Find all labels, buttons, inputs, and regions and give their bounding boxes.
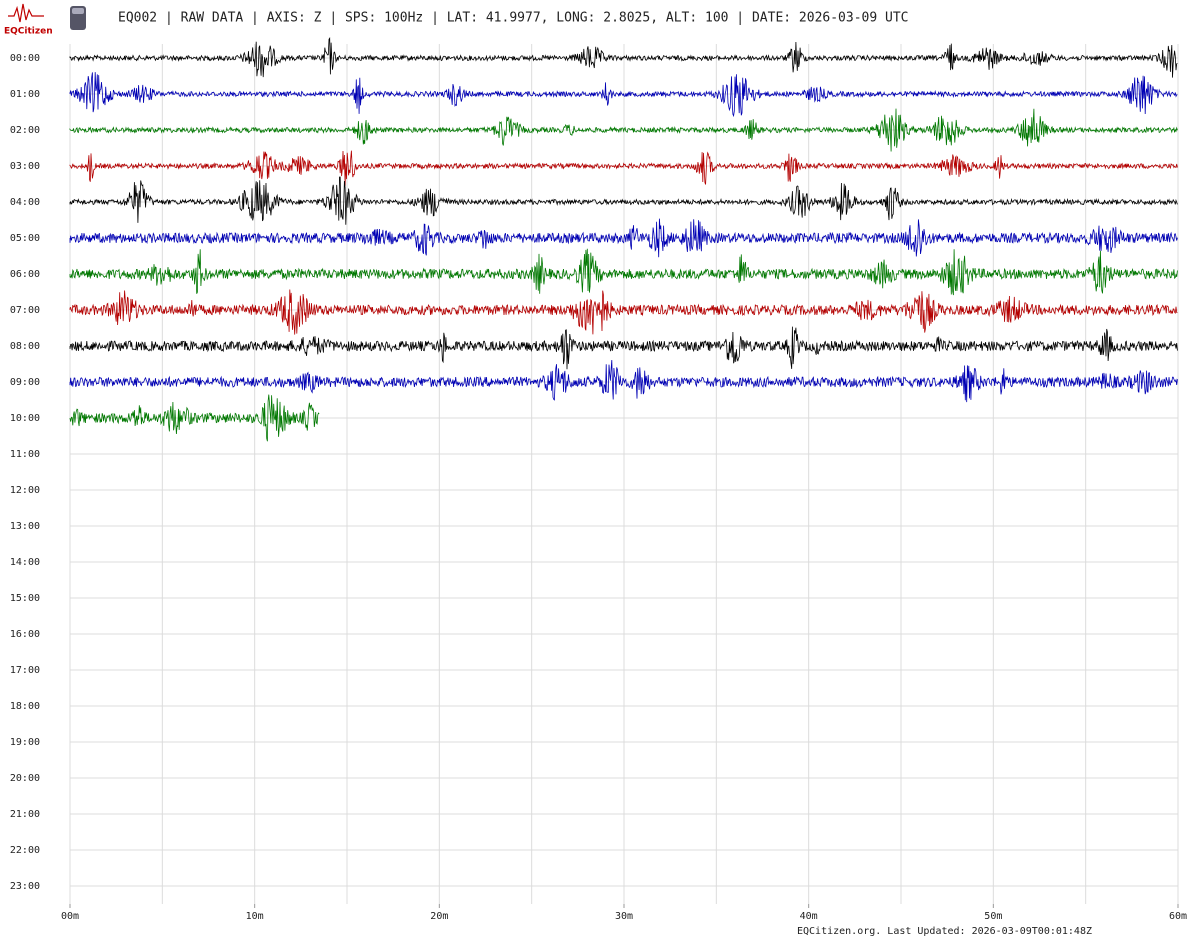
logo: EQCitizen	[4, 3, 86, 37]
row-label: 06:00	[10, 269, 40, 280]
row-label: 04:00	[10, 197, 40, 208]
x-tick-label: 20m	[430, 911, 448, 922]
row-label: 00:00	[10, 53, 40, 64]
row-label: 22:00	[10, 845, 40, 856]
trace	[69, 36, 1178, 78]
row-label: 18:00	[10, 701, 40, 712]
row-label: 17:00	[10, 665, 40, 676]
row-label: 14:00	[10, 557, 40, 568]
row-label: 01:00	[10, 89, 40, 100]
row-label: 21:00	[10, 809, 40, 820]
trace	[69, 150, 1178, 186]
row-label: 13:00	[10, 521, 40, 532]
row-label: 07:00	[10, 305, 40, 316]
trace	[69, 326, 1178, 370]
row-label: 09:00	[10, 377, 40, 388]
row-label: 03:00	[10, 161, 40, 172]
row-label: 23:00	[10, 881, 40, 892]
trace	[69, 289, 1178, 335]
row-label: 20:00	[10, 773, 40, 784]
x-tick-label: 50m	[984, 911, 1002, 922]
sensor-icon-top	[72, 8, 84, 14]
logo-wave	[8, 3, 44, 23]
x-tick-label: 30m	[615, 911, 633, 922]
trace	[69, 248, 1178, 296]
row-label: 10:00	[10, 413, 40, 424]
row-label: 11:00	[10, 449, 40, 460]
x-tick-label: 40m	[800, 911, 818, 922]
chart-title: EQ002 | RAW DATA | AXIS: Z | SPS: 100Hz …	[118, 11, 909, 26]
trace	[69, 218, 1178, 258]
row-label: 15:00	[10, 593, 40, 604]
row-label: 05:00	[10, 233, 40, 244]
row-label: 19:00	[10, 737, 40, 748]
row-label: 08:00	[10, 341, 40, 352]
row-label: 12:00	[10, 485, 40, 496]
trace	[69, 176, 1178, 225]
x-tick-label: 60m	[1169, 911, 1187, 922]
trace	[69, 394, 320, 442]
trace	[69, 359, 1178, 403]
row-label: 02:00	[10, 125, 40, 136]
logo-text: EQCitizen	[4, 27, 53, 37]
x-tick-label: 00m	[61, 911, 79, 922]
footer: EQCitizen.org. Last Updated: 2026-03-09T…	[797, 926, 1092, 937]
trace	[69, 108, 1178, 152]
trace	[69, 72, 1178, 118]
x-tick-label: 10m	[246, 911, 264, 922]
row-label: 16:00	[10, 629, 40, 640]
